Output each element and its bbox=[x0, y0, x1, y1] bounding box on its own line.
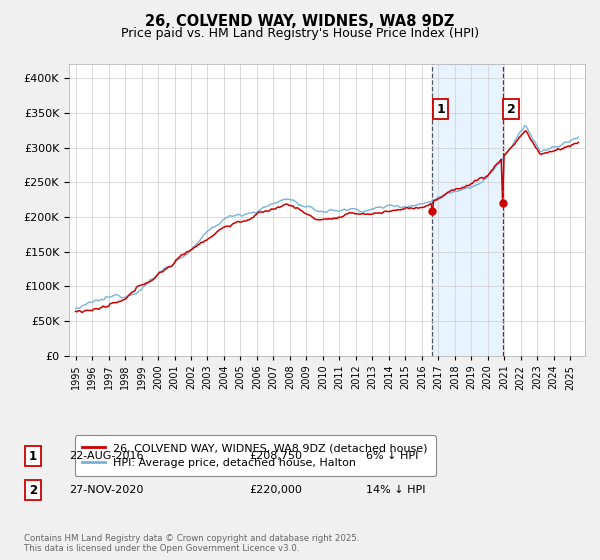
Text: 27-NOV-2020: 27-NOV-2020 bbox=[69, 485, 143, 495]
Text: £220,000: £220,000 bbox=[249, 485, 302, 495]
Text: Contains HM Land Registry data © Crown copyright and database right 2025.
This d: Contains HM Land Registry data © Crown c… bbox=[24, 534, 359, 553]
Text: 6% ↓ HPI: 6% ↓ HPI bbox=[366, 451, 418, 461]
Text: 14% ↓ HPI: 14% ↓ HPI bbox=[366, 485, 425, 495]
Text: 1: 1 bbox=[29, 450, 37, 463]
Text: Price paid vs. HM Land Registry's House Price Index (HPI): Price paid vs. HM Land Registry's House … bbox=[121, 27, 479, 40]
Text: £208,750: £208,750 bbox=[249, 451, 302, 461]
Text: 1: 1 bbox=[436, 103, 445, 116]
Text: 2: 2 bbox=[506, 103, 515, 116]
Text: 26, COLVEND WAY, WIDNES, WA8 9DZ: 26, COLVEND WAY, WIDNES, WA8 9DZ bbox=[145, 14, 455, 29]
Text: 22-AUG-2016: 22-AUG-2016 bbox=[69, 451, 143, 461]
Bar bbox=[432, 64, 503, 356]
Text: 2: 2 bbox=[29, 483, 37, 497]
Legend: 26, COLVEND WAY, WIDNES, WA8 9DZ (detached house), HPI: Average price, detached : 26, COLVEND WAY, WIDNES, WA8 9DZ (detach… bbox=[74, 436, 436, 476]
